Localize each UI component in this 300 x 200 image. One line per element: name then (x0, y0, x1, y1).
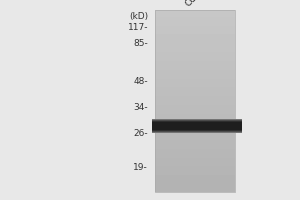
Text: 48-: 48- (134, 77, 148, 86)
Text: 117-: 117- (128, 23, 148, 32)
Bar (155, 10, 235, 192)
Text: 34-: 34- (134, 104, 148, 112)
Text: (kD): (kD) (129, 12, 148, 21)
Text: COLO205: COLO205 (184, 0, 220, 8)
Text: 19-: 19- (133, 164, 148, 172)
Text: 85-: 85- (133, 38, 148, 47)
Text: 26-: 26- (134, 130, 148, 138)
